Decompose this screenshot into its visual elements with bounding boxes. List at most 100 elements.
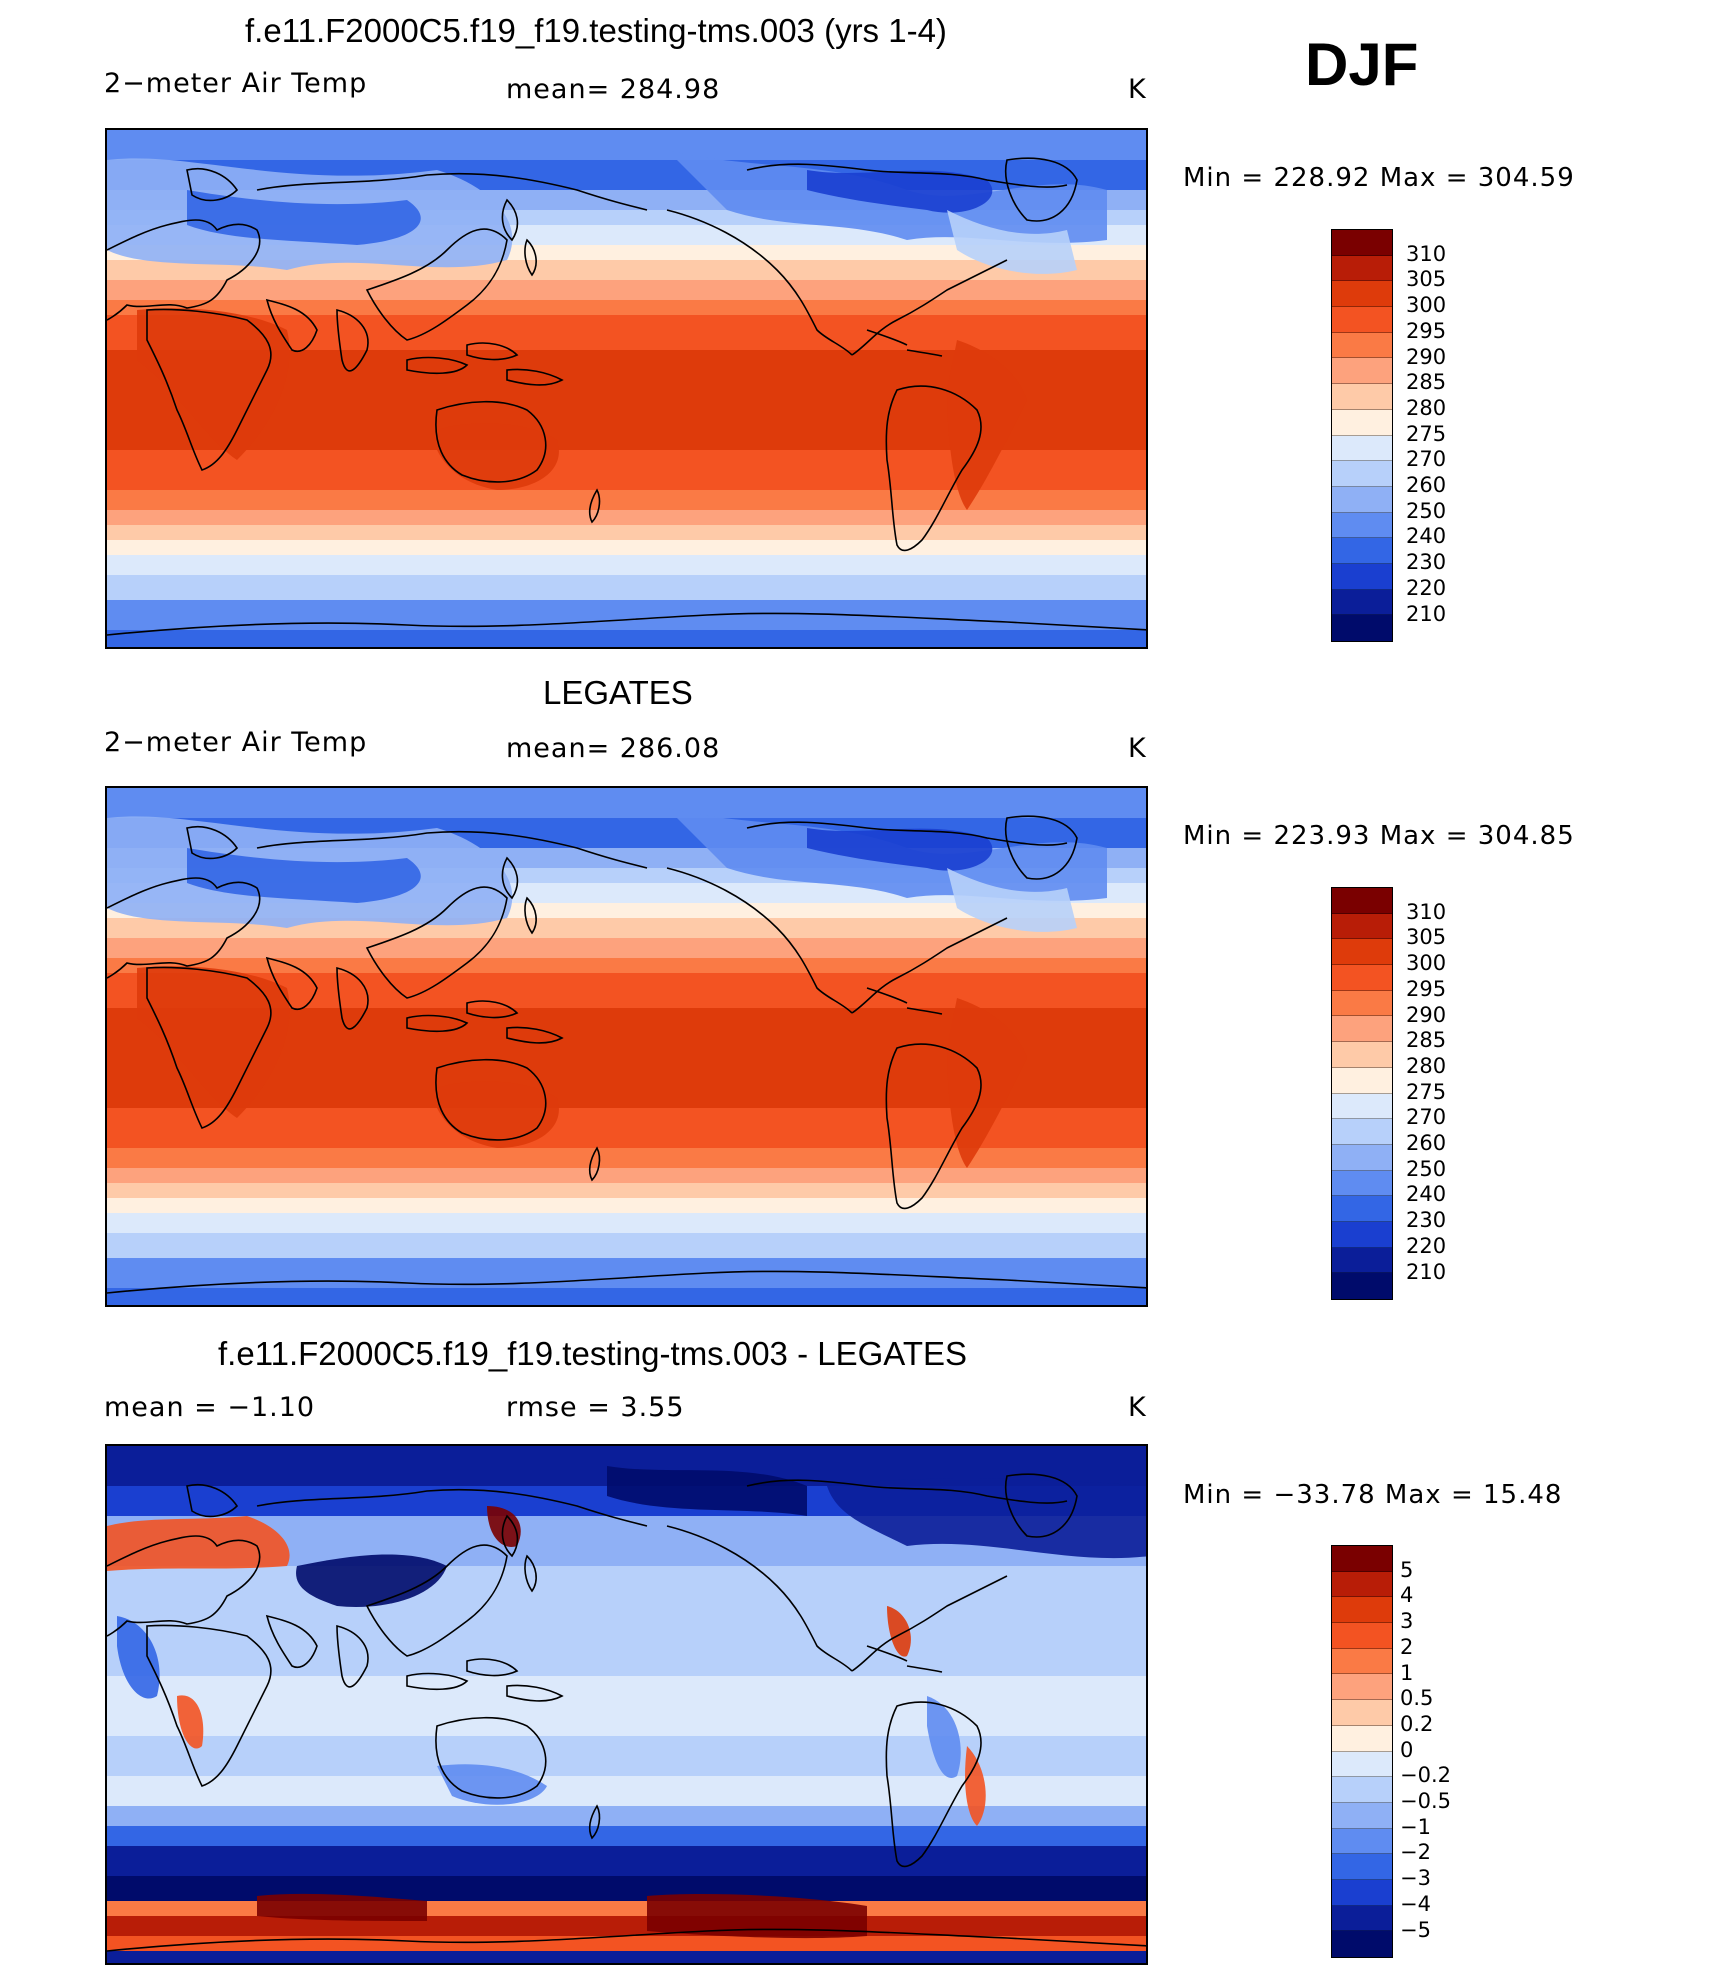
panel-3-map-svg [107, 1446, 1146, 1963]
coastline [906, 1007, 943, 1015]
coastline [186, 168, 239, 202]
season-label: DJF [1305, 31, 1419, 98]
field-patch [947, 998, 1027, 1168]
coastline [186, 826, 239, 860]
coastline [746, 821, 1068, 846]
panel-3-colorbar-tick-6: 0.2 [1400, 1711, 1434, 1736]
field-band [107, 958, 1146, 974]
coastline [666, 867, 853, 1014]
field-band [107, 1288, 1146, 1305]
panel-3-colorbar-tick-4: 1 [1400, 1660, 1414, 1685]
coastline [107, 1928, 1146, 1952]
panel-2-minmax: Min = 223.93 Max = 304.85 [1183, 821, 1575, 851]
panel-2-colorbar-swatch-4 [1332, 990, 1392, 1017]
field-patch [187, 848, 421, 903]
panel-1-colorbar-swatch-4 [1332, 332, 1392, 359]
panel-3-colorbar-swatch-2 [1332, 1597, 1392, 1624]
coastline [589, 488, 601, 524]
field-patch [807, 828, 993, 871]
coastline [107, 1535, 261, 1637]
panel-1-colorbar-tick-4: 290 [1406, 344, 1447, 369]
panel-1-colorbar-tick-2: 300 [1406, 293, 1447, 318]
coastline [851, 259, 1008, 356]
field-patch [177, 1695, 204, 1749]
field-patch [137, 308, 290, 460]
field-band [107, 1258, 1146, 1289]
panel-3-unit-label: K [1128, 1392, 1147, 1423]
coastline [885, 1043, 982, 1210]
panel-1-colorbar-tick-8: 270 [1406, 447, 1447, 472]
panel-3-colorbar-swatch-11 [1332, 1828, 1392, 1855]
panel-2-unit-label: K [1128, 733, 1147, 764]
field-band [107, 1198, 1146, 1214]
panel-1-colorbar-swatch-15 [1332, 615, 1392, 641]
panel-1-colorbar-tick-5: 285 [1406, 370, 1447, 395]
panel-3-map [105, 1444, 1148, 1965]
panel-1-colorbar-swatch-10 [1332, 486, 1392, 513]
coastline [885, 385, 982, 552]
coastline [1004, 157, 1078, 222]
field-band [107, 260, 1146, 281]
field-band [107, 1846, 1146, 1877]
field-band [107, 1616, 1146, 1677]
panel-1-colorbar-swatch-13 [1332, 563, 1392, 590]
panel-2-colorbar-swatch-12 [1332, 1196, 1392, 1222]
field-patch [947, 210, 1077, 274]
panel-3-colorbar-tick-12: −3 [1400, 1866, 1431, 1891]
panel-1-map [105, 128, 1148, 649]
panel-1-colorbar-swatch-12 [1332, 538, 1392, 564]
coastline [435, 1058, 547, 1141]
panel-2-colorbar-tick-4: 290 [1406, 1002, 1447, 1027]
field-band [107, 280, 1146, 301]
coastline [435, 400, 547, 483]
field-patch [607, 1466, 807, 1516]
panel-3-colorbar-swatch-9 [1332, 1777, 1392, 1803]
field-band [107, 490, 1146, 511]
field-patch [137, 966, 290, 1118]
panel-2-colorbar-swatch-14 [1332, 1247, 1392, 1274]
panel-2-colorbar-swatch-8 [1332, 1093, 1392, 1120]
panel-2-colorbar-tick-7: 275 [1406, 1079, 1447, 1104]
panel-2-colorbar-tick-0: 310 [1406, 899, 1447, 924]
panel-3-colorbar-tick-10: −1 [1400, 1814, 1431, 1839]
coastline [107, 877, 261, 979]
field-band [107, 575, 1146, 601]
panel-3-colorbar-tick-13: −4 [1400, 1891, 1431, 1916]
panel-2-colorbar-tick-9: 260 [1406, 1131, 1447, 1155]
field-band [107, 130, 1146, 161]
panel-2-colorbar-swatch-0 [1332, 888, 1392, 914]
panel-3-difference-field [107, 1446, 1146, 1963]
panel-1-colorbar-tick-12: 230 [1406, 550, 1447, 575]
coastline [406, 1014, 469, 1033]
field-patch [927, 1696, 961, 1778]
field-band [107, 918, 1146, 939]
panel-2-map [105, 786, 1148, 1307]
panel-3-colorbar-swatch-13 [1332, 1879, 1392, 1906]
field-band [107, 1183, 1146, 1199]
field-patch [887, 1606, 911, 1657]
field-patch [947, 868, 1077, 932]
panel-3-colorbar-tick-8: −0.2 [1400, 1763, 1451, 1788]
field-band [107, 788, 1146, 819]
coastline [866, 329, 908, 346]
panel-1-colorbar-tick-14: 210 [1406, 601, 1447, 626]
panel-3-colorbar-tick-7: 0 [1400, 1737, 1414, 1762]
panel-2-colorbar-swatch-2 [1332, 939, 1392, 966]
coastline [866, 1645, 908, 1662]
field-band [107, 555, 1146, 576]
panel-2-colorbar-tick-14: 210 [1406, 1259, 1447, 1284]
coastline [186, 1484, 239, 1518]
coastline [501, 1514, 519, 1558]
coastline [406, 1672, 469, 1691]
panel-1-colorbar-tick-6: 280 [1406, 395, 1447, 420]
field-patch [107, 1516, 290, 1571]
coastline [501, 856, 519, 900]
coastline [1004, 1473, 1078, 1538]
panel-3-colorbar-tick-5: 0.5 [1400, 1686, 1434, 1711]
panel-3-colorbar-tick-0: 5 [1400, 1557, 1414, 1582]
field-patch [647, 1894, 867, 1939]
panel-2-map-svg [107, 788, 1146, 1305]
panel-2-colorbar-tick-1: 305 [1406, 925, 1447, 950]
coastline [466, 342, 519, 361]
panel-2-colorbar-swatch-1 [1332, 913, 1392, 940]
